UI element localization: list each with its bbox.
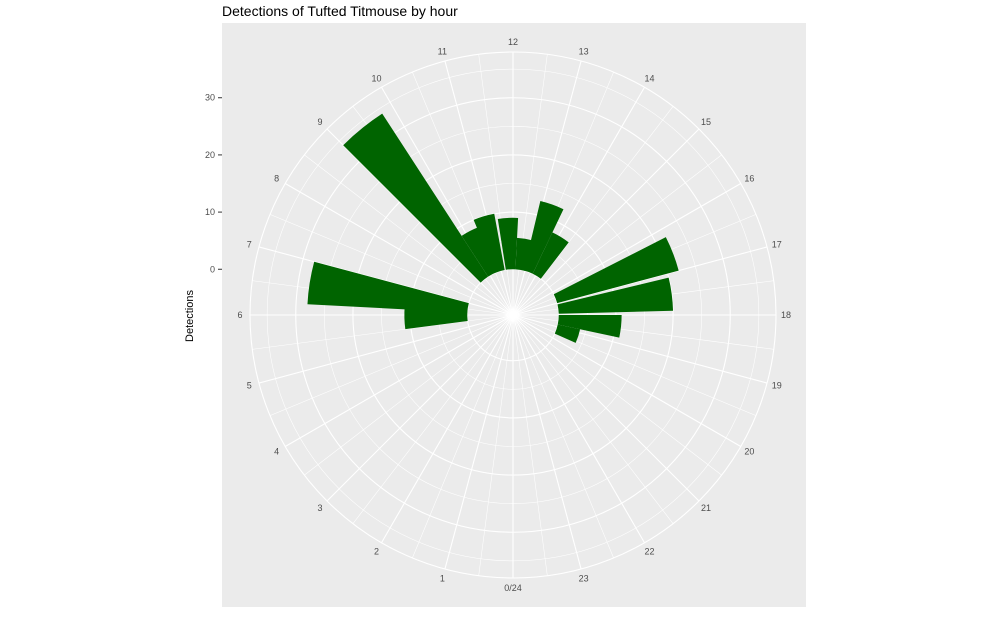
hour-tick-label: 19	[772, 381, 782, 391]
minor-spoke	[304, 154, 514, 316]
hour-bar	[473, 213, 505, 273]
minor-spoke	[478, 314, 514, 576]
hour-bar	[554, 324, 581, 343]
polar-grid	[249, 51, 777, 579]
bars-group	[307, 113, 679, 343]
major-spoke	[512, 314, 645, 544]
hour-tick-label: 12	[508, 37, 518, 47]
minor-spoke	[512, 154, 722, 316]
hour-tick-label: 13	[579, 46, 589, 56]
hour-tick-label: 18	[781, 310, 791, 320]
minor-spoke	[512, 314, 614, 559]
hour-tick-label: 0/24	[504, 583, 522, 593]
hour-bar	[532, 232, 569, 279]
hour-bar	[497, 217, 519, 270]
major-spoke	[381, 86, 514, 316]
hour-tick-label: 17	[772, 239, 782, 249]
major-spoke	[284, 183, 514, 316]
hour-tick-label: 20	[744, 447, 754, 457]
major-spoke	[284, 314, 514, 447]
minor-spoke	[252, 314, 514, 350]
hour-bar	[461, 226, 497, 277]
y-axis: 0 10 20 30	[205, 93, 222, 274]
major-spoke	[512, 314, 582, 570]
major-spoke	[512, 246, 768, 316]
minor-spoke	[512, 314, 774, 350]
y-tick-label: 10	[205, 207, 215, 217]
hour-tick-label: 1	[440, 574, 445, 584]
hour-tick-label: 21	[701, 503, 711, 513]
hour-tick-label: 23	[579, 574, 589, 584]
major-spoke	[258, 246, 514, 316]
minor-spoke	[269, 314, 514, 416]
hour-bar	[523, 201, 564, 274]
hour-bar	[343, 113, 489, 283]
hour-tick-label: 11	[438, 46, 447, 56]
hour-tick-label: 16	[744, 174, 754, 184]
major-spoke	[326, 314, 514, 502]
major-spoke	[444, 60, 514, 316]
hour-tick-label: 4	[274, 447, 279, 457]
hour-tick-label: 5	[247, 381, 252, 391]
hour-tick-label: 10	[371, 74, 381, 84]
major-spoke	[444, 314, 514, 570]
minor-spoke	[269, 214, 514, 316]
major-spoke	[381, 314, 514, 544]
major-spoke	[512, 60, 582, 316]
minor-spoke	[352, 314, 514, 524]
major-spoke	[512, 128, 700, 316]
hour-bar	[557, 315, 622, 338]
y-tick-label: 20	[205, 150, 215, 160]
hour-bar	[553, 237, 679, 304]
major-spoke	[512, 183, 742, 316]
hour-tick-label: 7	[247, 239, 252, 249]
hour-bar	[307, 261, 469, 313]
hour-bar	[515, 237, 533, 271]
minor-spoke	[512, 314, 757, 416]
hour-labels: 0/24123456789101112131415161718192021222…	[237, 37, 791, 593]
hour-bar	[557, 277, 674, 314]
hour-tick-label: 14	[644, 74, 654, 84]
minor-spoke	[512, 106, 674, 316]
minor-spoke	[304, 314, 514, 476]
hour-tick-label: 15	[701, 117, 711, 127]
minor-spoke	[478, 54, 514, 316]
major-spoke	[512, 314, 742, 447]
hour-tick-label: 3	[317, 503, 322, 513]
y-tick-label: 30	[205, 93, 215, 103]
y-tick-label: 0	[210, 264, 215, 274]
chart-title: Detections of Tufted Titmouse by hour	[222, 3, 458, 19]
hour-tick-label: 22	[644, 546, 654, 556]
major-spoke	[512, 314, 768, 384]
minor-spoke	[512, 314, 722, 476]
minor-spoke	[512, 314, 548, 576]
hour-tick-label: 2	[374, 546, 379, 556]
hour-tick-label: 6	[237, 310, 242, 320]
minor-spoke	[412, 71, 514, 316]
minor-spoke	[412, 314, 514, 559]
major-spoke	[512, 86, 645, 316]
major-spoke	[512, 314, 700, 502]
minor-spoke	[512, 54, 548, 316]
major-spoke	[258, 314, 514, 384]
hour-tick-label: 8	[274, 174, 279, 184]
minor-spoke	[512, 314, 674, 524]
minor-spoke	[512, 71, 614, 316]
hour-tick-label: 9	[317, 117, 322, 127]
hour-bar	[404, 306, 468, 330]
